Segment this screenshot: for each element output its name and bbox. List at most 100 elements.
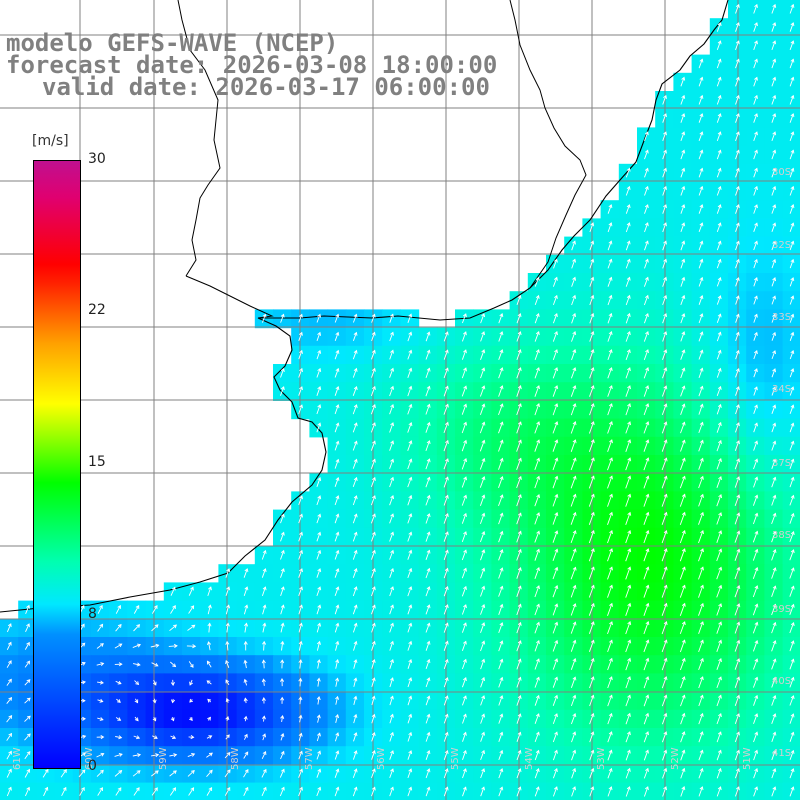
wind-arrow (716, 240, 722, 251)
wind-arrow (334, 513, 340, 524)
wind-arrow (789, 58, 795, 69)
wind-arrow (353, 659, 358, 669)
wind-arrow (698, 493, 704, 507)
wind-arrow (661, 584, 668, 598)
wind-arrow (534, 330, 540, 342)
model-title: modelo GEFS-WAVE (NCEP) (6, 29, 339, 57)
wind-arrow (516, 439, 522, 452)
wind-arrow (389, 695, 394, 706)
wind-arrow (680, 204, 686, 214)
wind-arrow (662, 312, 668, 324)
wind-arrow (570, 566, 577, 580)
wind-arrow (334, 732, 340, 742)
wind-arrow (679, 657, 686, 671)
wind-arrow (571, 312, 577, 324)
wind-arrow (643, 312, 649, 324)
wind-arrow (370, 403, 376, 415)
wind-arrow (734, 494, 741, 507)
wind-arrow (243, 751, 249, 759)
wind-arrow (588, 639, 595, 652)
wind-arrow (443, 622, 449, 633)
wind-arrow (425, 367, 431, 379)
wind-arrow (716, 621, 723, 634)
wind-arrow (625, 657, 632, 671)
wind-arrow (443, 494, 449, 506)
wind-arrow (352, 404, 358, 415)
wind-arrow (734, 512, 741, 525)
wind-arrow (698, 349, 704, 360)
wind-arrow (261, 568, 267, 578)
wind-arrow (498, 367, 504, 379)
wind-arrow (552, 457, 559, 471)
wind-arrow (188, 661, 194, 668)
wind-arrow (6, 750, 12, 760)
wind-arrow (625, 367, 631, 379)
wind-arrow (679, 566, 686, 580)
wind-arrow (425, 331, 431, 342)
wind-arrow (552, 639, 559, 652)
wind-arrow (353, 732, 358, 742)
wind-arrow (753, 404, 758, 414)
wind-arrow (643, 294, 649, 306)
wind-arrow (280, 696, 285, 704)
wind-arrow (225, 586, 231, 597)
wind-arrow (170, 698, 176, 704)
wind-arrow (461, 585, 467, 597)
wind-arrow (607, 602, 613, 616)
wind-arrow (607, 349, 613, 361)
wind-arrow (698, 149, 704, 160)
wind-arrow (771, 749, 777, 761)
wind-arrow (644, 204, 649, 214)
wind-arrow (316, 313, 322, 323)
wind-arrow (789, 76, 795, 87)
wind-arrow (552, 584, 559, 598)
wind-arrow (187, 624, 196, 631)
wind-arrow (298, 732, 303, 741)
wind-arrow (552, 294, 558, 306)
wind-arrow (570, 694, 577, 707)
wind-arrow (643, 584, 650, 598)
wind-arrow (698, 113, 704, 123)
wind-arrow (462, 768, 467, 779)
wind-arrow (461, 640, 467, 651)
wind-arrow (371, 640, 376, 651)
wind-arrow (680, 313, 686, 324)
wind-arrow (334, 422, 340, 433)
wind-arrow (516, 786, 522, 797)
wind-arrow (534, 639, 540, 652)
wind-arrow (553, 258, 558, 269)
wind-arrow (771, 350, 777, 360)
wind-arrow (298, 349, 303, 360)
wind-arrow (389, 531, 395, 542)
wind-arrow (371, 313, 376, 323)
estuary-line (185, 275, 274, 319)
wind-arrow (534, 385, 540, 397)
wind-arrow (168, 643, 178, 648)
wind-arrow (389, 476, 395, 488)
wind-arrow (407, 604, 413, 615)
wind-arrow (679, 548, 686, 562)
wind-arrow (96, 662, 105, 667)
wind-arrow (298, 586, 303, 597)
wind-arrow (662, 222, 667, 233)
wind-arrow (425, 586, 431, 597)
wind-arrow (115, 717, 122, 721)
wind-arrow (461, 512, 467, 524)
wind-arrow (352, 549, 358, 560)
longitude-label: 58W (230, 747, 241, 770)
wind-arrow (716, 694, 722, 707)
wind-arrow (625, 566, 632, 580)
wind-arrow (753, 422, 759, 433)
wind-arrow (716, 58, 722, 69)
wind-arrow (389, 367, 395, 378)
wind-arrow (352, 349, 358, 360)
wind-arrow (643, 439, 650, 452)
wind-arrow (607, 240, 613, 251)
wind-arrow (625, 258, 631, 269)
colorbar-tick: 30 (88, 151, 106, 167)
wind-arrow (643, 493, 650, 507)
wind-arrow (389, 622, 394, 633)
wind-arrow (407, 385, 413, 397)
wind-arrow (534, 767, 540, 779)
wind-arrow (443, 458, 449, 470)
